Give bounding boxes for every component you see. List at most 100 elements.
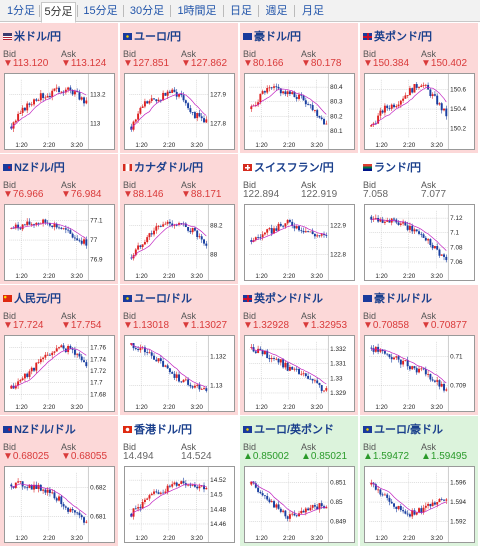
rate-panel[interactable]: ランド/円 Bid Ask 7.058 7.077 7.12 7.1 7.08 7.06 1:20… (360, 154, 479, 285)
tab-8[interactable]: 月足 (302, 5, 324, 17)
candle (381, 219, 384, 223)
rate-panel[interactable]: 英ポンド/ドル Bid Ask ▼1.32928 ▼1.32953 1.332 1.331 1… (240, 285, 359, 416)
candlestick-chart[interactable]: 14.52 14.5 14.48 14.46 1:20 2:20 3:20 (124, 466, 235, 543)
pair-name[interactable]: 豪ドル/ドル (374, 293, 433, 305)
rate-panel[interactable]: 香港ドル/円 Bid Ask 14.494 14.524 14.52 14.5 14.48 14… (120, 416, 239, 547)
candlestick-chart[interactable]: 113.2 113 1:20 2:20 3:20 (4, 73, 115, 150)
pair-title[interactable]: 香港ドル/円 (123, 421, 192, 437)
rate-panel[interactable]: NZドル/ドル Bid Ask ▼0.68025 ▼0.68055 0.682 0.681 1… (0, 416, 119, 547)
pair-name[interactable]: スイスフラン/円 (254, 162, 334, 174)
pair-title[interactable]: ユーロ/豪ドル (363, 421, 443, 437)
x-tick-label: 2:20 (283, 404, 296, 411)
pair-name[interactable]: カナダドル/円 (134, 162, 204, 174)
tab-1[interactable]: 1分足 (6, 5, 36, 17)
pair-name[interactable]: NZドル/円 (14, 162, 65, 174)
candle (155, 491, 158, 493)
tab-3[interactable]: 15分足 (83, 5, 118, 17)
candlestick-chart[interactable]: 150.6 150.4 150.2 1:20 2:20 3:20 (364, 73, 475, 150)
rate-panel[interactable]: ユーロ/円 Bid Ask ▼127.851 ▼127.862 127.9 127.8 1:2… (120, 23, 239, 154)
candlestick-chart[interactable]: 7.12 7.1 7.08 7.06 1:20 2:20 3:20 (364, 204, 475, 281)
rate-panel[interactable]: 米ドル/円 Bid Ask ▼113.120 ▼113.124 113.2 113 1:20 2… (0, 23, 119, 154)
candlestick-chart[interactable]: 0.851 0.85 0.849 1:20 2:20 3:20 (244, 466, 355, 543)
x-tick-label: 1:20 (375, 535, 388, 542)
candle (379, 489, 382, 495)
pair-title[interactable]: 米ドル/円 (3, 28, 61, 44)
tab-5[interactable]: 1時間足 (177, 5, 217, 17)
rate-panel[interactable]: ユーロ/ドル Bid Ask ▼1.13018 ▼1.13027 1.132 1.13 1:2… (120, 285, 239, 416)
rate-panel[interactable]: NZドル/円 Bid Ask ▼76.966 ▼76.984 77.1 77 76.9 1:20… (0, 154, 119, 285)
y-tick-label: 80.4 (330, 84, 343, 91)
candlestick-chart[interactable]: 122.9 122.8 1:20 2:20 3:20 (244, 204, 355, 281)
pair-title[interactable]: カナダドル/円 (123, 159, 203, 175)
candle (429, 89, 432, 96)
moving-average-line (251, 88, 327, 115)
ask-value: ▲1.59495 (421, 451, 468, 462)
pair-name[interactable]: NZドル/ドル (14, 424, 76, 436)
tab-2[interactable]: 5分足 (41, 2, 76, 23)
pair-name[interactable]: 香港ドル/円 (134, 424, 193, 436)
tab-4[interactable]: 30分足 (129, 5, 165, 17)
bid-value: ▼1.13018 (123, 320, 170, 331)
pair-title[interactable]: NZドル/円 (3, 159, 65, 175)
pair-title[interactable]: 人民元/円 (3, 290, 61, 306)
candlestick-chart[interactable]: 17.76 17.74 17.72 17.7 17.68 1:20 2:20 3:20 (4, 335, 115, 412)
candle (30, 484, 33, 490)
candle (433, 380, 436, 382)
pair-title[interactable]: NZドル/ドル (3, 421, 76, 437)
candle (311, 378, 314, 381)
rate-panel[interactable]: ユーロ/豪ドル Bid Ask ▲1.59472 ▲1.59495 1.596 1.594 1… (360, 416, 479, 547)
pair-name[interactable]: ユーロ/ドル (134, 293, 193, 305)
candlestick-chart[interactable]: 1.132 1.13 1:20 2:20 3:20 (124, 335, 235, 412)
moving-average-line (251, 346, 327, 385)
candle (26, 487, 29, 489)
x-tick-label: 3:20 (311, 142, 324, 149)
tab-7[interactable]: 週足 (265, 5, 288, 17)
pair-name[interactable]: ランド/円 (374, 162, 422, 174)
tab-6[interactable]: 日足 (230, 5, 252, 17)
candlestick-chart[interactable]: 1.596 1.594 1.592 1:20 2:20 3:20 (364, 466, 475, 543)
candle (62, 504, 65, 507)
pair-name[interactable]: ユーロ/英ポンド (254, 424, 335, 436)
candlestick-chart[interactable]: 0.682 0.681 1:20 2:20 3:20 (4, 466, 115, 543)
pair-title[interactable]: ランド/円 (363, 159, 421, 175)
rate-panel[interactable]: 人民元/円 Bid Ask ▼17.724 ▼17.754 17.76 17.74 17.72… (0, 285, 119, 416)
rate-panel[interactable]: スイスフラン/円 Bid Ask 122.894 122.919 122.9 122.8 1:… (240, 154, 359, 285)
candle (30, 104, 33, 106)
candle (10, 385, 13, 389)
candle (139, 245, 142, 248)
candle (155, 359, 158, 362)
rate-panel[interactable]: ユーロ/英ポンド Bid Ask ▲0.85002 ▲0.85021 0.851 0.85 0… (240, 416, 359, 547)
pair-name[interactable]: 英ポンド/円 (374, 31, 433, 43)
candle (288, 366, 291, 371)
candlestick-chart[interactable]: 0.71 0.709 1:20 2:20 3:20 (364, 335, 475, 412)
pair-name[interactable]: 人民元/円 (14, 293, 62, 305)
pair-title[interactable]: 英ポンド/ドル (243, 290, 323, 306)
rate-panel[interactable]: 豪ドル/円 Bid Ask ▼80.166 ▼80.178 80.4 80.3 80.2 80.… (240, 23, 359, 154)
pair-title[interactable]: ユーロ/英ポンド (243, 421, 334, 437)
pair-title[interactable]: スイスフラン/円 (243, 159, 334, 175)
pair-name[interactable]: 米ドル/円 (14, 31, 62, 43)
candlestick-chart[interactable]: 80.4 80.3 80.2 80.1 1:20 2:20 3:20 (244, 73, 355, 150)
pair-name[interactable]: ユーロ/豪ドル (374, 424, 444, 436)
rate-panel[interactable]: 豪ドル/ドル Bid Ask ▼0.70858 ▼0.70877 0.71 0.709 1:2… (360, 285, 479, 416)
rate-panel[interactable]: カナダドル/円 Bid Ask ▼88.146 ▼88.171 88.2 88 1:20 2:2… (120, 154, 239, 285)
pair-title[interactable]: ユーロ/円 (123, 28, 181, 44)
candle (379, 349, 382, 352)
candlestick-chart[interactable]: 1.332 1.331 1.33 1.329 1:20 2:20 3:20 (244, 335, 355, 412)
pair-name[interactable]: 英ポンド/ドル (254, 293, 324, 305)
pair-title[interactable]: 英ポンド/円 (363, 28, 432, 44)
pair-title[interactable]: 豪ドル/円 (243, 28, 301, 44)
candlestick-chart[interactable]: 127.9 127.8 1:20 2:20 3:20 (124, 73, 235, 150)
candlestick-chart[interactable]: 77.1 77 76.9 1:20 2:20 3:20 (4, 204, 115, 281)
pair-name[interactable]: 豪ドル/円 (254, 31, 302, 43)
candle (33, 224, 35, 225)
pair-title[interactable]: ユーロ/ドル (123, 290, 192, 306)
pair-name[interactable]: ユーロ/円 (134, 31, 182, 43)
candle (440, 254, 443, 256)
pair-title[interactable]: 豪ドル/ドル (363, 290, 432, 306)
candle (300, 373, 303, 375)
rate-panel[interactable]: 英ポンド/円 Bid Ask ▼150.384 ▼150.402 150.6 150.4 15… (360, 23, 479, 154)
candlestick-chart[interactable]: 88.2 88 1:20 2:20 3:20 (124, 204, 235, 281)
candle (200, 236, 203, 240)
candle (295, 226, 298, 229)
